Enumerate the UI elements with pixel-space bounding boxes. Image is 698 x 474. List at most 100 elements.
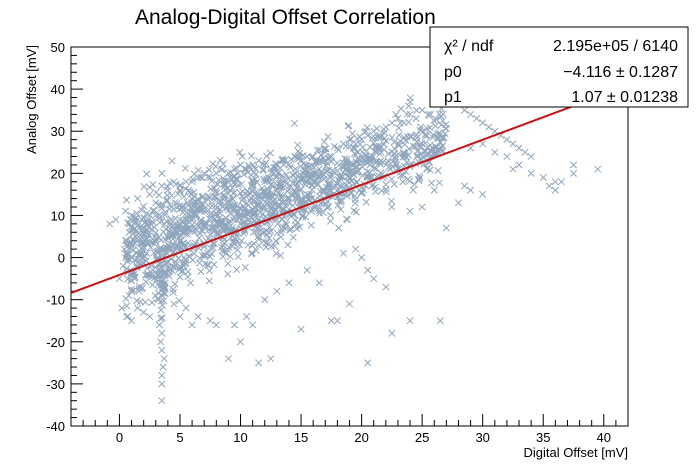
data-point	[259, 166, 267, 175]
data-point	[143, 226, 151, 234]
x-tick-label: 10	[233, 430, 247, 445]
data-point	[152, 212, 160, 220]
data-point	[310, 163, 318, 171]
data-point	[388, 119, 396, 127]
data-point	[152, 238, 160, 246]
data-point	[154, 294, 162, 303]
data-point	[133, 297, 141, 305]
data-point	[302, 177, 310, 186]
y-tick-label: 50	[51, 40, 65, 55]
data-point	[228, 242, 236, 250]
data-point	[147, 225, 155, 233]
data-point	[307, 221, 315, 229]
data-point	[213, 230, 221, 238]
data-point	[161, 270, 169, 279]
data-point	[279, 172, 287, 180]
data-point	[171, 280, 179, 288]
data-point	[343, 158, 351, 166]
data-point	[358, 136, 366, 144]
data-point	[206, 173, 214, 182]
data-point	[194, 173, 202, 182]
data-point	[315, 207, 323, 215]
y-tick-label: 30	[51, 124, 65, 139]
data-point	[207, 210, 215, 218]
data-point	[303, 162, 311, 170]
data-point	[315, 279, 323, 287]
data-point	[123, 196, 131, 204]
data-point	[297, 195, 306, 203]
data-point	[206, 230, 214, 238]
data-point	[199, 193, 207, 201]
data-point	[333, 179, 341, 187]
data-point	[262, 159, 270, 167]
data-point	[145, 270, 153, 279]
data-point	[176, 188, 184, 196]
data-point	[405, 145, 413, 153]
data-point	[320, 187, 328, 195]
data-point	[388, 329, 396, 337]
data-point	[317, 151, 325, 159]
data-point	[539, 173, 547, 182]
data-point	[339, 140, 347, 148]
data-point	[406, 207, 414, 215]
data-point	[285, 175, 293, 183]
data-point	[285, 279, 293, 287]
data-point	[169, 263, 177, 271]
data-point	[357, 189, 365, 197]
data-point	[178, 204, 186, 212]
data-point	[392, 158, 400, 166]
data-point	[345, 136, 354, 144]
data-point	[430, 186, 438, 194]
data-point	[287, 190, 295, 199]
data-point	[236, 338, 245, 346]
data-point	[372, 165, 380, 173]
data-point	[249, 197, 257, 205]
data-point	[183, 198, 191, 207]
data-point	[238, 152, 246, 160]
data-point	[335, 224, 343, 232]
data-point	[176, 273, 184, 281]
data-point	[387, 197, 396, 205]
data-point	[208, 220, 216, 228]
data-point	[405, 102, 413, 110]
data-point	[370, 127, 378, 135]
data-point	[339, 249, 347, 257]
data-point	[230, 165, 239, 173]
data-point	[224, 355, 232, 363]
data-point	[195, 234, 203, 242]
data-point	[146, 190, 154, 198]
data-point	[345, 174, 353, 182]
data-point	[426, 124, 434, 132]
data-point	[359, 171, 367, 179]
data-point	[148, 217, 156, 226]
data-point	[321, 148, 329, 156]
data-point	[382, 123, 390, 131]
data-point	[333, 159, 341, 167]
data-point	[403, 158, 411, 166]
data-point	[297, 157, 305, 165]
data-point	[271, 205, 279, 213]
data-point	[273, 161, 281, 169]
data-point	[467, 186, 475, 194]
data-point	[169, 285, 177, 293]
data-point	[349, 161, 357, 169]
data-point	[432, 116, 441, 124]
data-point	[327, 173, 335, 181]
data-point	[170, 178, 178, 186]
data-point	[278, 215, 286, 223]
data-point	[122, 295, 130, 303]
data-point	[382, 137, 390, 145]
data-point	[312, 158, 320, 167]
data-point	[255, 200, 263, 208]
data-point	[509, 140, 517, 148]
data-point	[285, 161, 293, 169]
data-point	[344, 172, 352, 180]
data-point	[212, 321, 220, 329]
data-point	[412, 131, 421, 139]
data-point	[150, 206, 158, 214]
data-point	[294, 141, 302, 149]
data-point	[290, 119, 299, 127]
axis-tick-labels: 0 5 10 15 20 25 30 35 40 -40 -30 -20 -10 0 10 20 30 40 50	[46, 40, 611, 445]
data-point	[168, 191, 176, 200]
